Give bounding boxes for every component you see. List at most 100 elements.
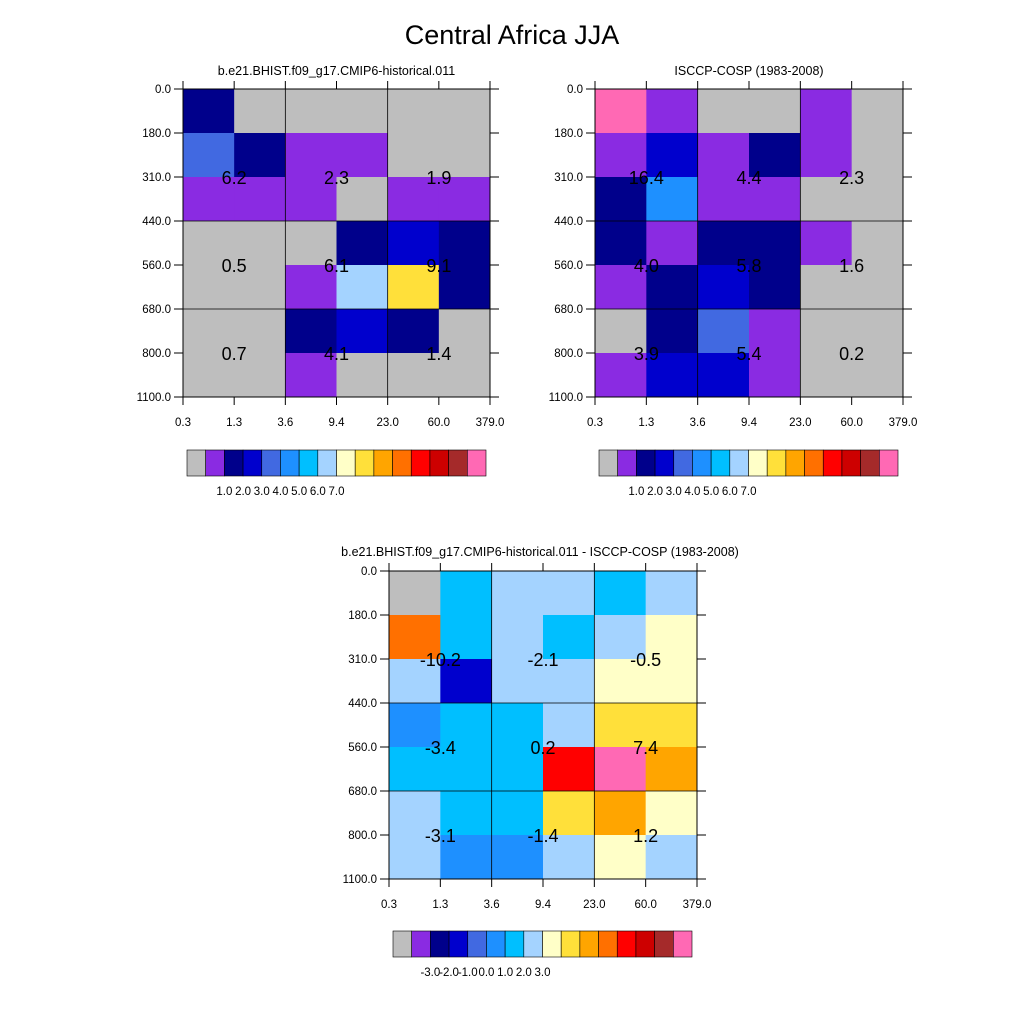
- colorbar-swatch: [804, 449, 824, 477]
- x-tick-label: 60.0: [428, 417, 450, 429]
- colorbar-swatch: [467, 930, 487, 958]
- y-tick-label: 0.0: [155, 84, 171, 96]
- heatmap-cell: [183, 309, 235, 354]
- colorbar-label: 3.0: [666, 486, 682, 498]
- colorbar-label: -3.0: [420, 967, 440, 979]
- heatmap-cell: [697, 177, 750, 222]
- y-tick-label: 560.0: [348, 742, 377, 754]
- heatmap-cell: [697, 133, 750, 178]
- heatmap-cell: [543, 747, 595, 792]
- heatmap-cell: [387, 133, 440, 178]
- x-tick-label: 60.0: [634, 899, 656, 911]
- colorbar-label: 1.0: [628, 486, 644, 498]
- colorbar-swatch: [729, 449, 749, 477]
- heatmap-cell: [389, 703, 441, 748]
- heatmap-cell: [183, 353, 235, 398]
- heatmap-cell: [749, 89, 801, 134]
- cell-value-label: 1.4: [426, 344, 451, 364]
- cell-value-label: 1.2: [633, 826, 658, 846]
- heatmap-cell: [440, 659, 493, 704]
- panel-chart: 0.0 180.0 310.0 440.0 560.0 680.0 800.0 1100.0 0…: [343, 563, 711, 979]
- heatmap-cell: [285, 265, 337, 310]
- colorbar-swatch: [636, 449, 656, 477]
- x-tick-label: 0.3: [381, 899, 397, 911]
- heatmap-cell: [749, 353, 801, 398]
- heatmap-cell: [851, 309, 904, 354]
- heatmap-cell: [285, 177, 337, 222]
- heatmap-cell: [595, 177, 647, 222]
- heatmap-cell: [491, 835, 544, 880]
- heatmap-cell: [387, 309, 440, 354]
- heatmap-cell: [646, 177, 699, 222]
- colorbar-swatch: [766, 449, 787, 477]
- heatmap-cell: [594, 659, 647, 704]
- colorbar-swatch: [710, 449, 731, 477]
- heatmap-cell: [800, 221, 853, 266]
- heatmap-cell: [645, 835, 698, 880]
- colorbar-swatch: [523, 930, 543, 958]
- heatmap-cell: [543, 659, 595, 704]
- heatmap-cell: [440, 791, 493, 836]
- colorbar-label: 5.0: [703, 486, 719, 498]
- cell-value-label: 16.4: [629, 168, 664, 188]
- colorbar-swatch: [504, 930, 525, 958]
- heatmap-cell: [800, 309, 853, 354]
- colorbar-swatch: [673, 930, 693, 958]
- panel-chart: 0.0 180.0 310.0 440.0 560.0 680.0 800.0 1100.0 0…: [549, 81, 917, 498]
- heatmap-cell: [389, 659, 441, 704]
- heatmap-cell: [183, 265, 235, 310]
- colorbar-swatch: [879, 449, 899, 477]
- heatmap-cell: [543, 791, 595, 836]
- cell-value-label: 5.4: [736, 344, 761, 364]
- heatmap-cell: [697, 265, 750, 310]
- colorbar-swatch: [617, 449, 637, 477]
- y-tick-label: 560.0: [142, 260, 171, 272]
- heatmap-cell: [697, 309, 750, 354]
- colorbar-swatch: [822, 449, 843, 477]
- heatmap-cell: [183, 89, 235, 134]
- y-tick-label: 0.0: [567, 84, 583, 96]
- heatmap-cell: [389, 747, 441, 792]
- x-tick-label: 3.6: [484, 899, 500, 911]
- heatmap-cell: [595, 133, 647, 178]
- heatmap-cell: [491, 659, 544, 704]
- heatmap-cell: [234, 177, 286, 222]
- heatmap-cell: [438, 309, 491, 354]
- heatmap-cell: [438, 89, 491, 134]
- heatmap-cell: [697, 89, 750, 134]
- heatmap-cell: [389, 571, 441, 616]
- cell-value-label: 9.1: [426, 256, 451, 276]
- x-tick-label: 9.4: [535, 899, 552, 911]
- heatmap-cell: [645, 791, 698, 836]
- heatmap-cell: [336, 89, 389, 134]
- heatmap-cell: [800, 265, 853, 310]
- y-tick-label: 800.0: [142, 348, 171, 360]
- heatmap-cell: [645, 747, 698, 792]
- colorbar-swatch: [486, 930, 506, 958]
- cell-value-label: 0.5: [222, 256, 247, 276]
- heatmap-cell: [336, 133, 389, 178]
- heatmap-cell: [800, 133, 853, 178]
- cell-value-label: 5.8: [736, 256, 761, 276]
- heatmap-cell: [183, 221, 235, 266]
- x-tick-label: 1.3: [638, 417, 654, 429]
- heatmap-cell: [595, 309, 647, 354]
- panel-title: b.e21.BHIST.f09_g17.CMIP6-historical.011: [217, 64, 456, 78]
- y-tick-label: 1100.0: [549, 392, 583, 404]
- heatmap-cell: [438, 177, 491, 222]
- heatmap-cell: [440, 703, 493, 748]
- heatmap-cell: [234, 89, 286, 134]
- colorbar-swatch: [654, 449, 675, 477]
- y-tick-label: 310.0: [348, 654, 377, 666]
- cell-value-label: 2.3: [324, 168, 349, 188]
- heatmap-cell: [440, 835, 493, 880]
- heatmap-cell: [285, 353, 337, 398]
- colorbar-label: 2.0: [516, 967, 532, 979]
- heatmap-cell: [491, 615, 544, 660]
- heatmap-cell: [800, 353, 853, 398]
- heatmap-cell: [749, 133, 801, 178]
- heatmap-cell: [800, 177, 853, 222]
- cell-value-label: 6.1: [324, 256, 349, 276]
- heatmap-cell: [851, 221, 904, 266]
- heatmap-cell: [491, 791, 544, 836]
